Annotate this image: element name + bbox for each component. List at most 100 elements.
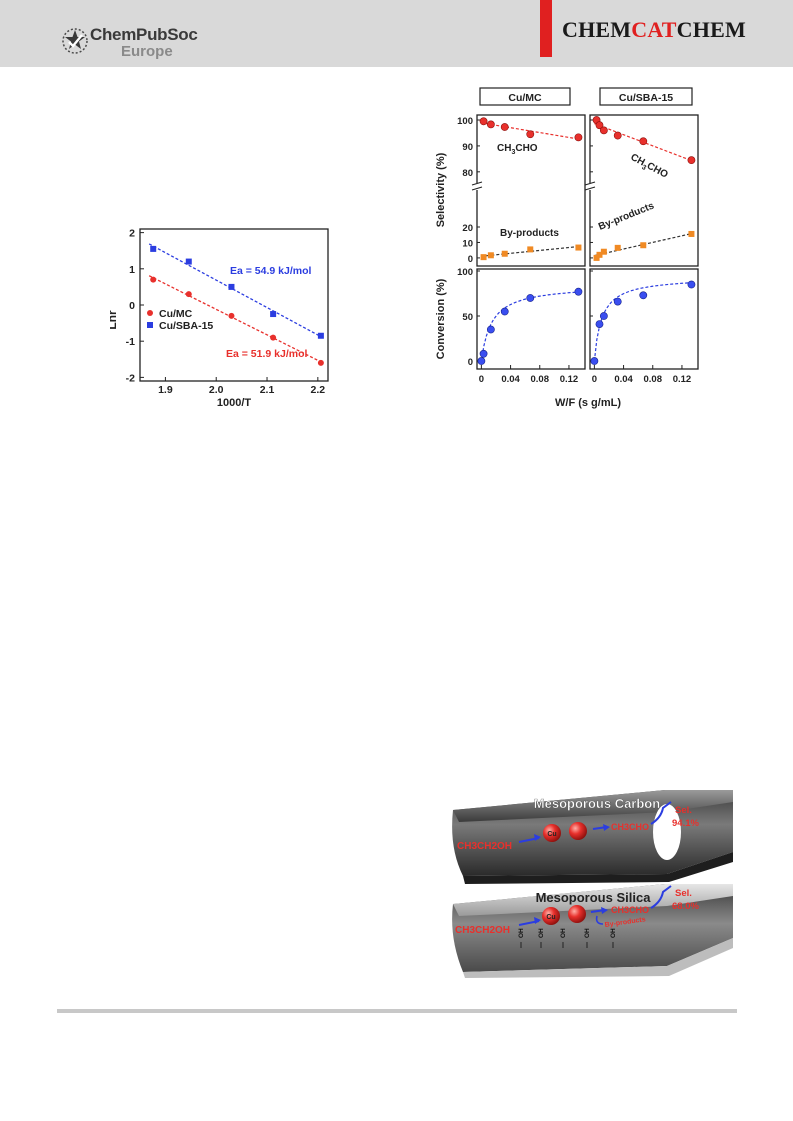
conversion-ylabel: Conversion (%) <box>435 278 447 359</box>
footer-rule <box>57 1009 737 1013</box>
ch3cho-fit-line <box>481 122 580 140</box>
legend-marker-cusba <box>147 322 153 328</box>
logo-line2: Europe <box>121 43 173 60</box>
carbon-reactant: CH3CH2OH <box>457 841 512 852</box>
sel-panel-frame-cumc <box>476 114 586 267</box>
silica-sel-value: 68.0% <box>672 901 699 912</box>
sel-ytick-label: 90 <box>462 142 473 153</box>
schematic-diagram: Mesoporous Carbon CH3CH2OH Cu CH3CHO Sel… <box>452 790 733 978</box>
sel-ytick-label: 20 <box>462 223 473 234</box>
conv-panel-frame-cusba <box>589 268 699 370</box>
carbon-sel-word: Sel. <box>675 805 692 816</box>
kinetics-xlabel: W/F (s g/mL) <box>555 397 621 409</box>
arr-point <box>150 245 157 252</box>
carbon-arrow-out-head-icon <box>603 824 610 831</box>
arr-ytick-label: -2 <box>126 372 135 384</box>
arr-point <box>228 283 235 290</box>
arr-xtick-label: 1.9 <box>158 384 173 396</box>
byproduct-point <box>688 230 695 237</box>
arr-fit-line <box>148 243 324 339</box>
silica-particle-2 <box>568 905 586 923</box>
journal-title-part1: CHEM <box>562 17 632 42</box>
arr-point <box>228 312 235 319</box>
arr-point <box>185 291 192 298</box>
carbon-arrow-in-head-icon <box>534 834 541 841</box>
conversion-point <box>613 297 622 306</box>
sel-panel-frame-cusba <box>589 114 699 267</box>
silica-cu-label: Cu <box>546 914 555 921</box>
kin-xtick-label: 0 <box>479 374 484 385</box>
carbon-title: Mesoporous Carbon <box>534 796 660 811</box>
legend-label-cusba: Cu/SBA-15 <box>159 320 213 332</box>
sel-ytick-label: 0 <box>468 254 473 265</box>
sel-ytick-label: 100 <box>457 116 473 127</box>
byproduct-point <box>640 242 647 249</box>
arr-point <box>185 258 192 265</box>
ch3cho-point <box>486 120 495 129</box>
ch3cho-point <box>595 121 604 130</box>
kin-xtick-label: 0.08 <box>644 374 663 385</box>
arr-point <box>150 276 157 283</box>
conversion-point <box>687 280 696 289</box>
arr-ytick-label: 2 <box>129 228 135 240</box>
fit-label-cumc: Ea = 51.9 kJ/mol <box>226 348 308 360</box>
arr-ytick-label: 0 <box>129 300 135 312</box>
conv-panel-frame-cumc <box>476 268 586 370</box>
kin-xtick-label: 0.04 <box>614 374 633 385</box>
silica-sel-word: Sel. <box>675 888 692 899</box>
header-accent-bar <box>540 0 552 57</box>
conversion-point <box>590 357 599 365</box>
kin-xtick-label: 0.12 <box>673 374 692 385</box>
kinetics-figure: Cu/MC Cu/SBA-15 0 0.04 0.08 0.12 100 90 80 20 10… <box>430 78 700 428</box>
conversion-point <box>639 291 648 300</box>
logo-star-icon <box>62 28 88 54</box>
legend-label-cumc: Cu/MC <box>159 308 193 320</box>
conversion-point <box>599 312 608 320</box>
arrhenius-ylabel: Lnr <box>110 310 119 330</box>
fit-label-cusba: Ea = 54.9 kJ/mol <box>230 265 312 277</box>
axis-break-right <box>584 181 596 191</box>
conversion-point <box>479 349 488 358</box>
silanol-groups: OH OH OH OH OH <box>518 928 617 948</box>
arrhenius-figure: 1.9 2.0 2.1 2.2 2 1 0 -1 -2 Lnr 1000/T Cu/MC Cu/… <box>105 220 335 415</box>
label-ch3cho-cumc: CH3CHO <box>497 143 538 156</box>
arr-xtick-label: 2.1 <box>260 384 275 396</box>
silica-product: CH3CHO <box>611 905 649 915</box>
carbon-particle-2 <box>569 822 587 840</box>
axis-break-left <box>471 181 483 191</box>
ch3cho-point <box>500 123 509 131</box>
silanol-oh-label: OH <box>560 928 567 938</box>
silica-arrow-in-head-icon <box>534 917 541 924</box>
conv-ytick-label: 50 <box>462 312 473 323</box>
label-byproducts-cumc: By-products <box>500 228 559 239</box>
panel-label-box-cusba <box>599 87 693 106</box>
byproduct-point <box>593 254 600 261</box>
silanol-oh-label: OH <box>584 928 591 938</box>
sel-ytick-label: 80 <box>462 168 473 179</box>
silica-byproduct-arrow-icon <box>595 915 604 925</box>
arr-point <box>270 311 277 318</box>
arr-fit-line <box>148 275 324 364</box>
kin-xtick-label: 0.12 <box>560 374 579 385</box>
carbon-cu-particle <box>543 824 561 842</box>
carbon-sel-arrow-icon <box>650 801 672 825</box>
byproduct-point <box>527 246 534 253</box>
conv-ytick-label: 0 <box>468 357 473 368</box>
kin-xtick-label: 0.08 <box>531 374 550 385</box>
ch3cho-point <box>687 156 696 165</box>
silica-sel-arrow-icon <box>650 885 672 909</box>
legend-marker-cumc <box>147 310 153 316</box>
conversion-point <box>500 307 509 316</box>
label-ch3cho-cusba: CH3CHO <box>628 152 670 183</box>
arr-ytick-label: -1 <box>126 336 135 348</box>
arrhenius-chart: 1.9 2.0 2.1 2.2 2 1 0 -1 -2 Lnr 1000/T Cu/MC Cu/… <box>105 228 329 409</box>
journal-title-part3: CHEM <box>676 17 746 42</box>
carbon-product: CH3CHO <box>611 822 649 832</box>
logo-line1: ChemPubSoc <box>90 25 198 44</box>
arrhenius-xlabel: 1000/T <box>217 397 252 409</box>
byproduct-point <box>600 248 607 255</box>
page-header: ChemPubSoc Europe CHEMCATCHEM <box>0 0 793 67</box>
ch3cho-point <box>599 126 608 135</box>
arr-point <box>270 334 277 341</box>
byproduct-point <box>501 250 508 257</box>
